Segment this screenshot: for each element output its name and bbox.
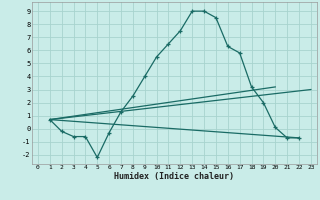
X-axis label: Humidex (Indice chaleur): Humidex (Indice chaleur)	[115, 172, 234, 181]
